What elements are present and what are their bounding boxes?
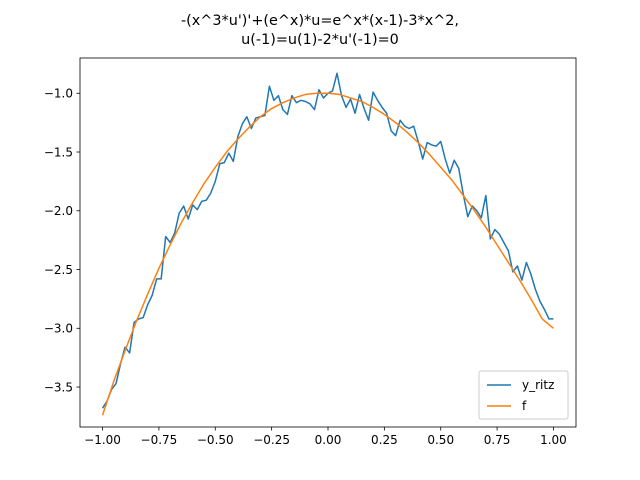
y-tick-label: −2.0 xyxy=(44,204,73,218)
plot-area xyxy=(80,58,576,427)
legend: y_ritz f xyxy=(478,370,569,420)
legend-label-f: f xyxy=(522,399,527,413)
x-tick-label: −0.25 xyxy=(253,433,290,447)
x-tick-label: −0.75 xyxy=(141,433,178,447)
y-tick-label: −2.5 xyxy=(44,263,73,277)
x-tick-label: 0.00 xyxy=(315,433,342,447)
series-layer xyxy=(101,72,554,416)
x-tick-label: −0.50 xyxy=(197,433,234,447)
legend-box xyxy=(478,370,569,420)
y-tick-label: −3.0 xyxy=(44,322,73,336)
y-tick-label: −3.5 xyxy=(44,380,73,394)
ticks-layer: −1.00 −0.75 −0.50 −0.25 0.00 0.25 0.50 0.75 1.00… xyxy=(44,87,567,447)
y-tick-label: −1.5 xyxy=(44,145,73,159)
chart-title-line-2: u(-1)=u(1)-2*u'(-1)=0 xyxy=(241,32,399,48)
chart-title-line-1: -(x^3*u')'+(e^x)*u=e^x*(x-1)-3*x^2, xyxy=(181,13,459,29)
series-line-f xyxy=(101,92,554,416)
axes-frame xyxy=(79,57,577,428)
x-tick-label: 0.25 xyxy=(371,433,398,447)
axes-background xyxy=(80,58,576,427)
y-tick-label: −1.0 xyxy=(44,87,73,101)
legend-label-y-ritz: y_ritz xyxy=(522,378,554,392)
x-tick-label: 1.00 xyxy=(540,433,567,447)
x-tick-label: −1.00 xyxy=(84,433,121,447)
x-tick-label: 0.50 xyxy=(427,433,454,447)
x-tick-label: 0.75 xyxy=(484,433,511,447)
